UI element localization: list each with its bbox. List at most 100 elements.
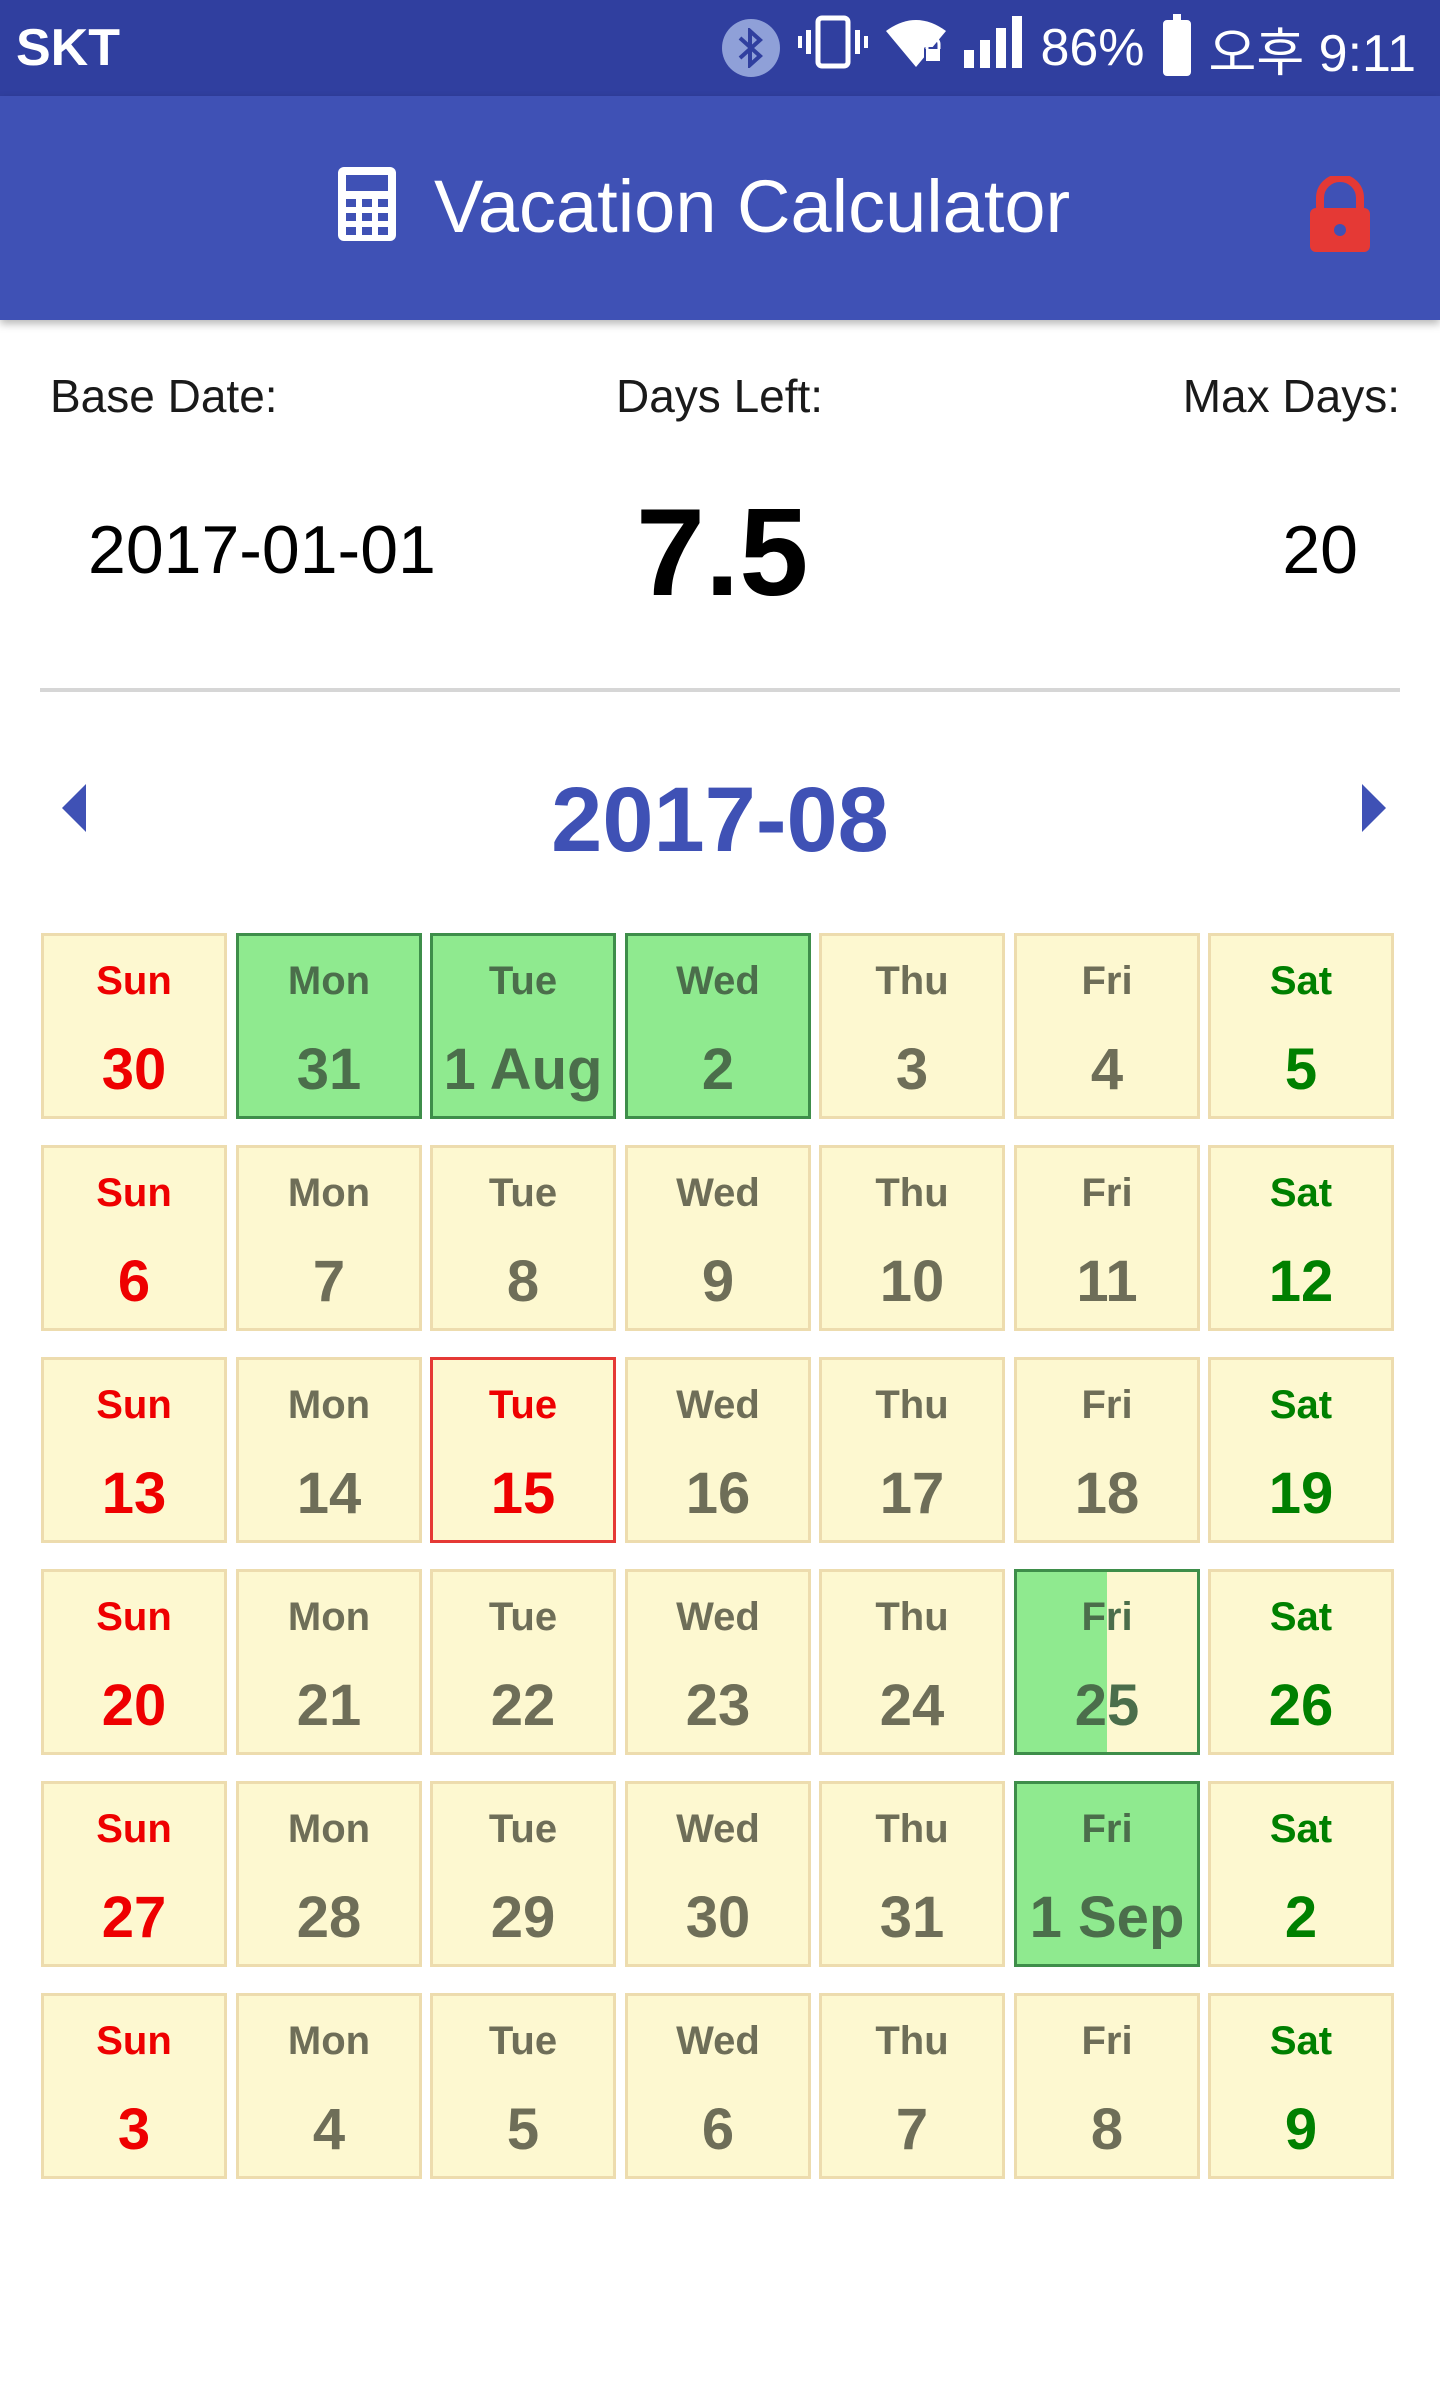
day-cell[interactable]: Thu 17 xyxy=(819,1357,1005,1543)
day-cell[interactable]: Thu 7 xyxy=(819,1993,1005,2179)
max-days-value[interactable]: 20 xyxy=(1282,512,1358,588)
base-date-value[interactable]: 2017-01-01 xyxy=(88,512,436,588)
day-cell[interactable]: Mon 31 xyxy=(236,933,422,1119)
day-number: 2 xyxy=(1284,1885,1318,1950)
day-cell[interactable]: Sat 26 xyxy=(1208,1569,1394,1755)
day-cell[interactable]: Sun 30 xyxy=(41,933,227,1119)
day-cell[interactable]: Fri 8 xyxy=(1014,1993,1200,2179)
lock-button[interactable] xyxy=(1306,174,1374,252)
day-number: 13 xyxy=(101,1461,167,1526)
day-of-week-label: Thu xyxy=(875,1171,949,1215)
day-of-week-label: Mon xyxy=(287,2019,371,2063)
day-of-week-label: Mon xyxy=(287,1383,371,1427)
day-number: 6 xyxy=(117,1249,151,1314)
day-cell[interactable]: Tue 8 xyxy=(430,1145,616,1331)
day-of-week-label: Sat xyxy=(1269,959,1333,1003)
day-of-week-label: Mon xyxy=(287,1807,371,1851)
day-of-week-label: Tue xyxy=(488,1595,558,1639)
day-cell[interactable]: Sun 6 xyxy=(41,1145,227,1331)
day-cell[interactable]: Thu 10 xyxy=(819,1145,1005,1331)
calculator-icon xyxy=(338,166,396,246)
divider xyxy=(40,688,1400,692)
day-of-week-label: Tue xyxy=(488,1171,558,1215)
day-of-week-label: Thu xyxy=(875,1807,949,1851)
day-cell[interactable]: Sun 13 xyxy=(41,1357,227,1543)
day-number: 29 xyxy=(490,1885,556,1950)
day-number: 6 xyxy=(701,2097,735,2162)
day-cell[interactable]: Mon 7 xyxy=(236,1145,422,1331)
day-cell[interactable]: Thu 3 xyxy=(819,933,1005,1119)
day-of-week-label: Thu xyxy=(875,959,949,1003)
arrow-left-icon xyxy=(62,784,86,832)
day-of-week-label: Sat xyxy=(1269,1383,1333,1427)
day-of-week-label: Wed xyxy=(676,1383,760,1427)
day-number: 1 Aug xyxy=(443,1037,603,1102)
day-cell[interactable]: Mon 28 xyxy=(236,1781,422,1967)
day-cell[interactable]: Sat 5 xyxy=(1208,933,1394,1119)
day-number: 16 xyxy=(685,1461,751,1526)
day-cell[interactable]: Fri 4 xyxy=(1014,933,1200,1119)
day-cell[interactable]: Tue 5 xyxy=(430,1993,616,2179)
day-cell[interactable]: Wed 9 xyxy=(625,1145,811,1331)
app-title-group: Vacation Calculator xyxy=(338,156,1070,256)
day-cell[interactable]: Wed 6 xyxy=(625,1993,811,2179)
day-of-week-label: Fri xyxy=(1081,1807,1133,1851)
day-cell[interactable]: Wed 16 xyxy=(625,1357,811,1543)
day-number: 9 xyxy=(701,1249,735,1314)
prev-month-button[interactable] xyxy=(48,776,108,840)
day-cell[interactable]: Fri 25 xyxy=(1014,1569,1200,1755)
day-number: 26 xyxy=(1268,1673,1334,1738)
day-cell[interactable]: Sat 9 xyxy=(1208,1993,1394,2179)
day-cell[interactable]: Wed 23 xyxy=(625,1569,811,1755)
day-number: 15 xyxy=(490,1461,556,1526)
day-number: 30 xyxy=(685,1885,751,1950)
day-number: 1 Sep xyxy=(1029,1885,1185,1950)
day-cell[interactable]: Tue 1 Aug xyxy=(430,933,616,1119)
day-cell[interactable]: Mon 14 xyxy=(236,1357,422,1543)
day-of-week-label: Mon xyxy=(287,1171,371,1215)
day-number: 19 xyxy=(1268,1461,1334,1526)
wifi-icon xyxy=(886,17,947,80)
battery-icon xyxy=(1162,14,1191,76)
day-cell[interactable]: Sun 20 xyxy=(41,1569,227,1755)
day-cell[interactable]: Sat 12 xyxy=(1208,1145,1394,1331)
day-cell[interactable]: Sat 2 xyxy=(1208,1781,1394,1967)
day-of-week-label: Thu xyxy=(875,1383,949,1427)
day-cell[interactable]: Tue 15 xyxy=(430,1357,616,1543)
day-cell[interactable]: Sat 19 xyxy=(1208,1357,1394,1543)
day-cell[interactable]: Sun 27 xyxy=(41,1781,227,1967)
day-of-week-label: Tue xyxy=(488,1807,558,1851)
day-number: 21 xyxy=(296,1673,362,1738)
day-number: 14 xyxy=(296,1461,362,1526)
day-of-week-label: Fri xyxy=(1081,1171,1133,1215)
day-cell[interactable]: Wed 30 xyxy=(625,1781,811,1967)
day-cell[interactable]: Tue 22 xyxy=(430,1569,616,1755)
day-cell[interactable]: Fri 1 Sep xyxy=(1014,1781,1200,1967)
day-of-week-label: Sun xyxy=(96,1383,172,1427)
day-number: 25 xyxy=(1074,1673,1140,1738)
day-of-week-label: Tue xyxy=(488,959,558,1003)
day-number: 22 xyxy=(490,1673,556,1738)
next-month-button[interactable] xyxy=(1340,776,1400,840)
day-number: 18 xyxy=(1074,1461,1140,1526)
day-cell[interactable]: Mon 4 xyxy=(236,1993,422,2179)
day-of-week-label: Wed xyxy=(676,1595,760,1639)
arrow-right-icon xyxy=(1362,784,1386,832)
day-cell[interactable]: Tue 29 xyxy=(430,1781,616,1967)
base-date-label: Base Date: xyxy=(50,370,278,422)
battery-percent: 86% xyxy=(1040,19,1145,77)
clock: 오후 9:11 xyxy=(1208,24,1416,83)
day-of-week-label: Sun xyxy=(96,959,172,1003)
status-bar: SKT 86% 오후 9:11 xyxy=(0,0,1440,96)
day-cell[interactable]: Mon 21 xyxy=(236,1569,422,1755)
day-of-week-label: Sun xyxy=(96,1595,172,1639)
day-cell[interactable]: Fri 18 xyxy=(1014,1357,1200,1543)
day-of-week-label: Tue xyxy=(488,1383,558,1427)
day-cell[interactable]: Sun 3 xyxy=(41,1993,227,2179)
max-days-label: Max Days: xyxy=(1182,370,1400,422)
day-cell[interactable]: Thu 24 xyxy=(819,1569,1005,1755)
day-cell[interactable]: Fri 11 xyxy=(1014,1145,1200,1331)
day-number: 11 xyxy=(1076,1249,1138,1314)
day-cell[interactable]: Wed 2 xyxy=(625,933,811,1119)
day-cell[interactable]: Thu 31 xyxy=(819,1781,1005,1967)
